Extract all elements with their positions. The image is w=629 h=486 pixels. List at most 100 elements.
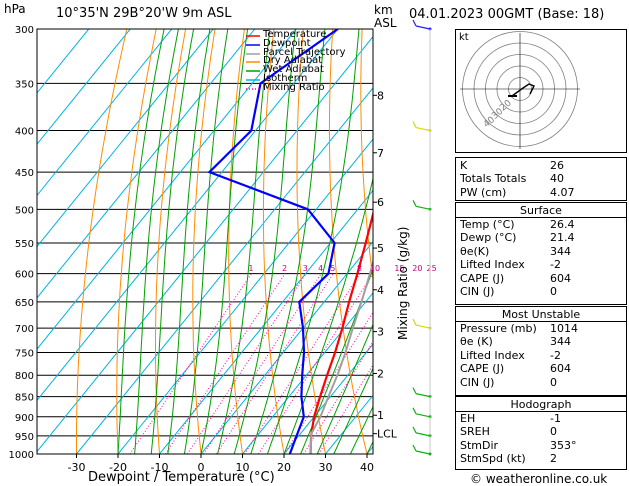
x-tick-label: 20 — [277, 461, 291, 474]
dry-adiabat — [328, 29, 368, 454]
indices-key: Totals Totals — [460, 172, 527, 186]
indices-key: CAPE (J) — [460, 362, 505, 376]
indices-row: θe (K) 344 — [456, 335, 626, 349]
mixing-ratio-label: 1 — [248, 264, 253, 273]
pressure-tick-label: 400 — [15, 127, 34, 138]
indices-divider — [456, 411, 626, 412]
indices-key: EH — [460, 412, 476, 425]
pressure-tick-label: 800 — [15, 371, 34, 382]
wind-barb — [415, 450, 431, 455]
pressure-tick-label: 650 — [15, 298, 34, 309]
indices-key: StmSpd (kt) — [460, 452, 526, 466]
parcel-trajectory-trace — [309, 258, 373, 454]
indices-row: Lifted Index -2 — [456, 349, 626, 363]
mixing-ratio-axis-label: Mixing Ratio (g/kg) — [396, 226, 410, 340]
indices-key: CIN (J) — [460, 375, 495, 389]
indices-value: -2 — [550, 258, 561, 272]
wind-barb — [415, 324, 431, 329]
indices-k-box: K 26 Totals Totals 40 PW (cm) 4.07 — [455, 157, 627, 201]
indices-row: CAPE (J) 604 — [456, 362, 626, 376]
isotherm--30 — [76, 87, 373, 454]
dry-adiabat — [116, 29, 157, 454]
indices-section-title: Hodograph — [510, 398, 572, 411]
indices-row: CAPE (J) 604 — [456, 272, 626, 286]
legend-label: Parcel Trajectory — [263, 46, 346, 58]
x-axis-label: Dewpoint / Temperature (°C) — [88, 470, 275, 485]
pressure-tick-label: 350 — [15, 79, 34, 90]
temperature-trace — [309, 209, 373, 454]
mixing-ratio-line — [186, 273, 307, 454]
x-tick-label: 10 — [236, 461, 250, 474]
isotherm--70 — [37, 29, 256, 299]
isotherm-20 — [283, 343, 373, 454]
indices-value: 2 — [550, 452, 557, 466]
indices-divider — [456, 217, 626, 218]
km-tick-label: 5 — [377, 242, 384, 255]
indices-value: 604 — [550, 362, 571, 376]
legend-label: Wet Adiabat — [263, 64, 324, 76]
legend-label: Isotherm — [263, 73, 308, 84]
indices-key: Temp (°C) — [460, 218, 515, 231]
indices-key: θe(K) — [460, 244, 490, 258]
x-tick-label: 40 — [360, 461, 374, 474]
wet-adiabat — [349, 405, 373, 454]
dry-adiabat — [76, 29, 128, 454]
indices-key: StmDir — [460, 438, 499, 452]
wind-barb — [415, 413, 431, 418]
pressure-tick-label: 750 — [15, 348, 34, 359]
pressure-tick-label: 600 — [15, 270, 34, 281]
isotherm--110 — [37, 29, 90, 94]
legend-label: Dry Adiabat — [263, 55, 323, 67]
indices-value: 344 — [550, 335, 571, 349]
x-tick-label: -20 — [109, 461, 127, 474]
wet-adiabat — [250, 29, 326, 454]
legend-item: Mixing Ratio — [245, 82, 375, 93]
indices-value: 604 — [550, 271, 571, 285]
indices-key: Dewp (°C) — [460, 231, 517, 245]
indices-row: K 26 — [456, 159, 626, 173]
pressure-tick-label: 300 — [15, 25, 34, 36]
pressure-tick-label: 1000 — [9, 450, 34, 461]
indices-row: PW (cm) 4.07 — [456, 186, 626, 200]
dry-adiabat — [228, 29, 245, 454]
mixing-ratio-label: 3 — [303, 264, 308, 273]
km-tick-label: 6 — [377, 196, 384, 209]
dry-adiabat — [262, 29, 285, 454]
wind-barb-flag — [412, 318, 417, 326]
wind-barb-flag — [412, 426, 417, 434]
indices-value: 26 — [550, 159, 564, 172]
indices-value: 1014 — [550, 322, 578, 335]
indices-row: Totals Totals 40 — [456, 172, 626, 186]
wind-barb — [415, 393, 431, 398]
isotherm--90 — [37, 29, 173, 197]
datetime-title: 04.01.2023 00GMT (Base: 18) — [409, 7, 605, 22]
indices-key: SREH — [460, 425, 490, 439]
indices-section-title: Most Unstable — [501, 308, 581, 321]
dewpoint-trace — [207, 29, 339, 454]
indices-value: 26.4 — [550, 218, 575, 231]
legend-swatch — [246, 52, 260, 55]
indices-key: Lifted Index — [460, 258, 525, 272]
legend-swatch — [246, 70, 260, 72]
wind-barb-dot — [428, 452, 432, 456]
km-tick-label: 4 — [377, 284, 384, 297]
mixing-ratio-label: 25 — [427, 264, 437, 273]
wind-barb — [415, 205, 431, 210]
wind-barb-flag — [412, 444, 417, 452]
indices-row: θe(K) 344 — [456, 245, 626, 259]
pressure-tick-label: 700 — [15, 324, 34, 335]
indices-value: 40 — [550, 172, 564, 186]
mixing-ratio-line — [203, 273, 322, 454]
wind-barb-flag — [412, 19, 417, 27]
indices-value: 0 — [550, 285, 557, 298]
legend-item: Dry Adiabat — [245, 55, 375, 67]
wet-adiabat — [200, 29, 249, 454]
footer-credit: © weatheronline.co.uk — [470, 472, 608, 486]
indices-row: StmSpd (kt) 2 — [456, 452, 626, 466]
mixing-ratio-label: 4 — [318, 264, 323, 273]
indices-key: Pressure (mb) — [460, 322, 537, 335]
indices-row: SREH 0 — [456, 425, 626, 439]
indices-value: 344 — [550, 244, 571, 258]
